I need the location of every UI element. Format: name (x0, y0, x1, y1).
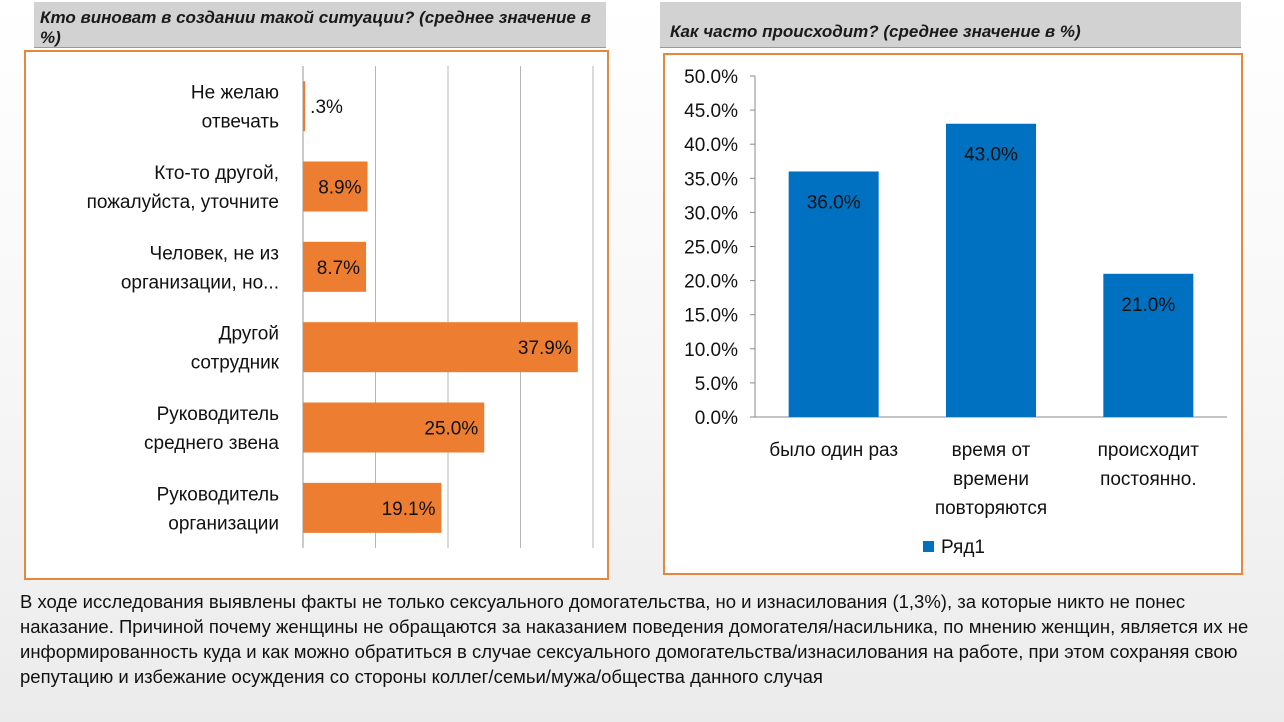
chart1-svg: Не желаю отвечать .3% Кто-то другой, пожалуй… (87, 66, 594, 548)
data-label: 8.9% (318, 178, 361, 199)
category-label: Не желаю (191, 83, 279, 104)
category-label: отвечать (202, 112, 279, 133)
legend-label: Ряд1 (941, 537, 985, 558)
data-label: 36.0% (807, 192, 861, 213)
y-tick-label: 40.0% (684, 135, 738, 156)
category-label: времени (953, 469, 1029, 490)
y-tick-label: 0.0% (695, 408, 738, 429)
bar (303, 322, 578, 373)
bar (788, 171, 879, 417)
y-tick-label: 25.0% (684, 238, 738, 259)
category-label: Человек, не из (150, 243, 279, 264)
bar (1103, 273, 1194, 417)
y-tick-label: 35.0% (684, 169, 738, 190)
category-label: сотрудник (191, 353, 280, 374)
chart2-svg: 0.0% 5.0% 10.0% 15.0% 20.0% 25.0% 30.0% 35.0% 40… (684, 67, 1227, 558)
bar (303, 402, 485, 453)
category-label: среднего звена (144, 433, 279, 454)
chart2-title: Как часто происходит? (среднее значение … (660, 2, 1241, 48)
chart1-panel: Не желаю отвечать .3% Кто-то другой, пожалуй… (24, 50, 609, 580)
data-label: 21.0% (1121, 295, 1175, 316)
y-tick-label: 5.0% (695, 374, 738, 395)
data-label: .3% (310, 97, 343, 118)
legend-swatch (923, 541, 934, 552)
data-label: 25.0% (424, 419, 478, 440)
y-tick-label: 45.0% (684, 101, 738, 122)
y-tick-label: 50.0% (684, 67, 738, 88)
category-label: повторяются (935, 498, 1047, 519)
bar (303, 241, 367, 292)
bar (946, 123, 1036, 418)
category-label: пожалуйста, уточните (87, 192, 279, 213)
category-label: Руководитель (157, 484, 280, 505)
data-label: 19.1% (382, 499, 436, 520)
category-label: организации, но... (121, 272, 279, 293)
y-tick-label: 30.0% (684, 203, 738, 224)
category-label: организации (168, 513, 279, 534)
category-label: происходит (1098, 440, 1200, 461)
category-label: время от (952, 440, 1031, 461)
category-label: Кто-то другой, (154, 163, 279, 184)
data-label: 43.0% (964, 145, 1018, 166)
category-label: постоянно. (1100, 469, 1197, 490)
category-label: было один раз (769, 440, 898, 461)
caption-text: В ходе исследования выявлены факты не то… (20, 591, 1249, 687)
bar (303, 81, 306, 132)
y-tick-label: 15.0% (684, 306, 738, 327)
bar (303, 482, 442, 533)
data-label: 8.7% (317, 258, 360, 279)
data-label: 37.9% (518, 338, 572, 359)
category-label: Другой (219, 324, 279, 345)
y-tick-label: 10.0% (684, 340, 738, 361)
category-label: Руководитель (157, 404, 280, 425)
chart2-panel: 0.0% 5.0% 10.0% 15.0% 20.0% 25.0% 30.0% 35.0% 40… (663, 53, 1243, 575)
y-tick-label: 20.0% (684, 272, 738, 293)
chart1-title: Кто виноват в создании такой ситуации? (… (34, 2, 606, 48)
bar (303, 161, 368, 212)
